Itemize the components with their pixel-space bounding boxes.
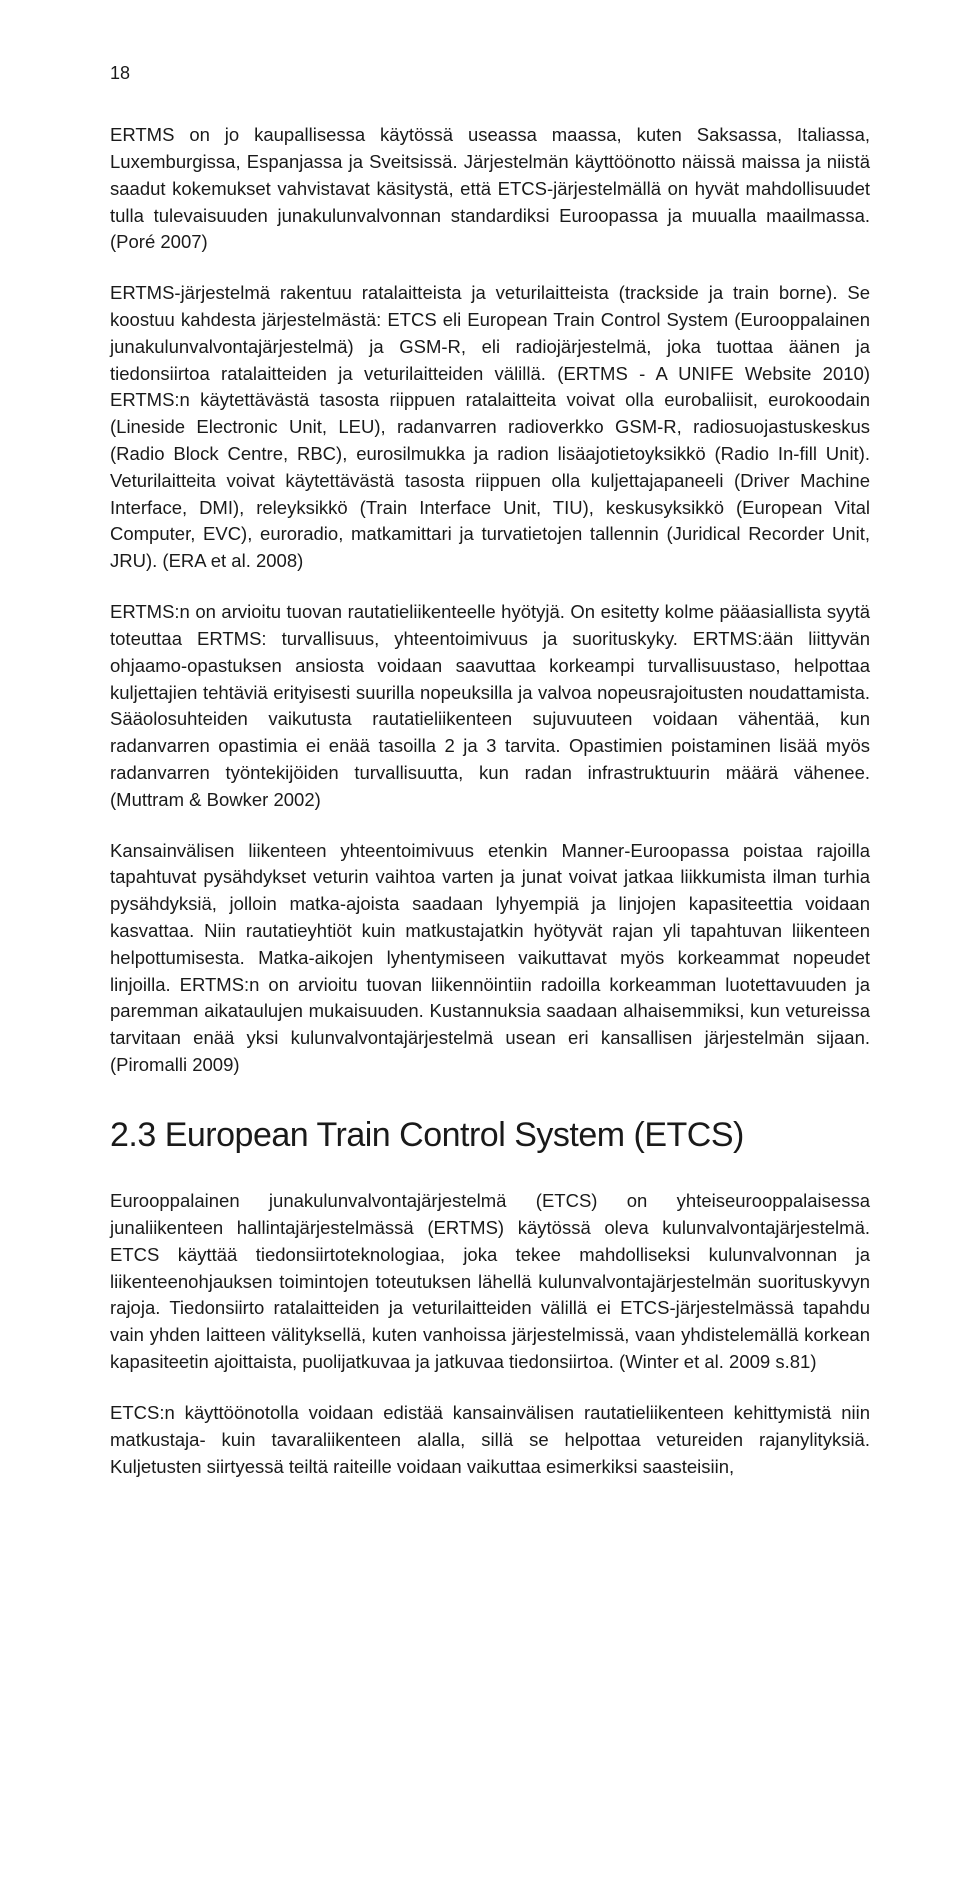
page-number: 18 bbox=[110, 60, 870, 86]
paragraph-5: Eurooppalainen junakulunvalvontajärjeste… bbox=[110, 1188, 870, 1376]
paragraph-2: ERTMS-järjestelmä rakentuu ratalaitteist… bbox=[110, 280, 870, 575]
paragraph-6: ETCS:n käyttöönotolla voidaan edistää ka… bbox=[110, 1400, 870, 1480]
paragraph-4: Kansainvälisen liikenteen yhteentoimivuu… bbox=[110, 838, 870, 1079]
paragraph-1: ERTMS on jo kaupallisessa käytössä useas… bbox=[110, 122, 870, 256]
section-heading-2-3: 2.3 European Train Control System (ETCS) bbox=[110, 1111, 870, 1160]
paragraph-3: ERTMS:n on arvioitu tuovan rautatieliike… bbox=[110, 599, 870, 814]
